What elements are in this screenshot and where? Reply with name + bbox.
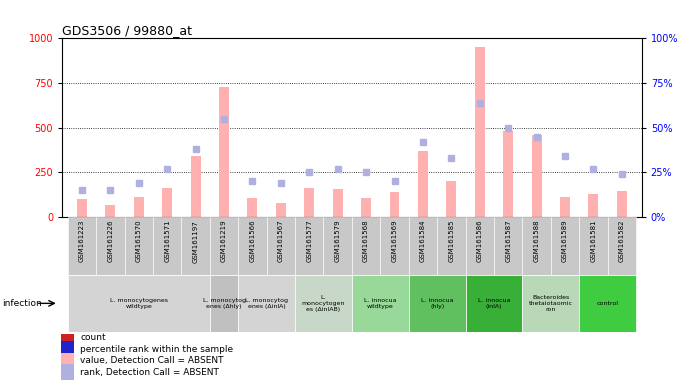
- Bar: [238, 217, 266, 275]
- Bar: [266, 217, 295, 275]
- Text: value, Detection Call = ABSENT: value, Detection Call = ABSENT: [80, 356, 224, 365]
- Text: GSM161570: GSM161570: [136, 220, 142, 263]
- Bar: [408, 217, 437, 275]
- Text: GSM161587: GSM161587: [505, 220, 511, 263]
- Bar: [210, 217, 238, 275]
- Bar: [333, 189, 343, 217]
- Bar: [408, 275, 466, 332]
- Bar: [77, 199, 87, 217]
- Bar: [61, 341, 74, 357]
- Bar: [96, 217, 125, 275]
- Text: count: count: [80, 333, 106, 342]
- Bar: [295, 275, 352, 332]
- Text: L. monocytog
enes (ΔinlA): L. monocytog enes (ΔinlA): [245, 298, 288, 309]
- Bar: [162, 189, 172, 217]
- Bar: [134, 197, 144, 217]
- Bar: [125, 217, 153, 275]
- Bar: [68, 275, 210, 332]
- Bar: [390, 192, 400, 217]
- Bar: [617, 191, 627, 217]
- Bar: [68, 217, 96, 275]
- Text: GSM161223: GSM161223: [79, 220, 85, 262]
- Text: infection: infection: [2, 299, 42, 308]
- Bar: [579, 275, 636, 332]
- Bar: [210, 275, 238, 332]
- Text: GSM161584: GSM161584: [420, 220, 426, 262]
- Text: L. innocua
(hly): L. innocua (hly): [421, 298, 453, 309]
- Text: GSM161581: GSM161581: [591, 220, 596, 263]
- Bar: [238, 275, 295, 332]
- Bar: [437, 217, 466, 275]
- Bar: [361, 198, 371, 217]
- Text: GSM161586: GSM161586: [477, 220, 483, 263]
- Bar: [494, 217, 522, 275]
- Text: GSM161571: GSM161571: [164, 220, 170, 263]
- Text: GSM161569: GSM161569: [391, 220, 397, 263]
- Text: L. innocua
wildtype: L. innocua wildtype: [364, 298, 397, 309]
- Bar: [352, 275, 408, 332]
- Bar: [106, 205, 115, 217]
- Text: GSM161219: GSM161219: [221, 220, 227, 263]
- Bar: [324, 217, 352, 275]
- Text: GSM161582: GSM161582: [619, 220, 625, 262]
- Text: GSM161567: GSM161567: [278, 220, 284, 263]
- Text: GSM161566: GSM161566: [250, 220, 255, 263]
- Text: L.
monocytogen
es (ΔinlAB): L. monocytogen es (ΔinlAB): [302, 295, 345, 312]
- Bar: [181, 217, 210, 275]
- Bar: [295, 217, 324, 275]
- Bar: [503, 131, 513, 217]
- Text: Bacteroides
thetaiotaomic
ron: Bacteroides thetaiotaomic ron: [529, 295, 573, 312]
- Text: GSM161588: GSM161588: [533, 220, 540, 263]
- Text: GSM161579: GSM161579: [335, 220, 341, 263]
- Text: GSM161568: GSM161568: [363, 220, 369, 263]
- Bar: [466, 275, 522, 332]
- Bar: [304, 189, 314, 217]
- Bar: [560, 197, 570, 217]
- Bar: [589, 194, 598, 217]
- Bar: [466, 217, 494, 275]
- Bar: [446, 181, 456, 217]
- Bar: [61, 364, 74, 380]
- Text: percentile rank within the sample: percentile rank within the sample: [80, 344, 233, 354]
- Bar: [61, 329, 74, 346]
- Bar: [418, 151, 428, 217]
- Bar: [190, 156, 201, 217]
- Text: GSM161585: GSM161585: [448, 220, 454, 262]
- Text: GDS3506 / 99880_at: GDS3506 / 99880_at: [62, 24, 192, 37]
- Text: rank, Detection Call = ABSENT: rank, Detection Call = ABSENT: [80, 367, 219, 377]
- Bar: [579, 217, 608, 275]
- Bar: [352, 217, 380, 275]
- Bar: [219, 87, 229, 217]
- Bar: [248, 198, 257, 217]
- Text: GSM161197: GSM161197: [193, 220, 199, 263]
- Bar: [475, 47, 485, 217]
- Bar: [522, 275, 579, 332]
- Bar: [608, 217, 636, 275]
- Bar: [153, 217, 181, 275]
- Text: control: control: [597, 301, 619, 306]
- Bar: [531, 135, 542, 217]
- Bar: [522, 217, 551, 275]
- Text: GSM161226: GSM161226: [108, 220, 113, 262]
- Text: L. monocytogenes
wildtype: L. monocytogenes wildtype: [110, 298, 168, 309]
- Bar: [551, 217, 579, 275]
- Bar: [276, 203, 286, 217]
- Bar: [61, 353, 74, 369]
- Bar: [380, 217, 408, 275]
- Text: GSM161577: GSM161577: [306, 220, 313, 263]
- Text: L. innocua
(inlA): L. innocua (inlA): [477, 298, 510, 309]
- Text: GSM161589: GSM161589: [562, 220, 568, 263]
- Text: L. monocytog
enes (Δhly): L. monocytog enes (Δhly): [203, 298, 246, 309]
